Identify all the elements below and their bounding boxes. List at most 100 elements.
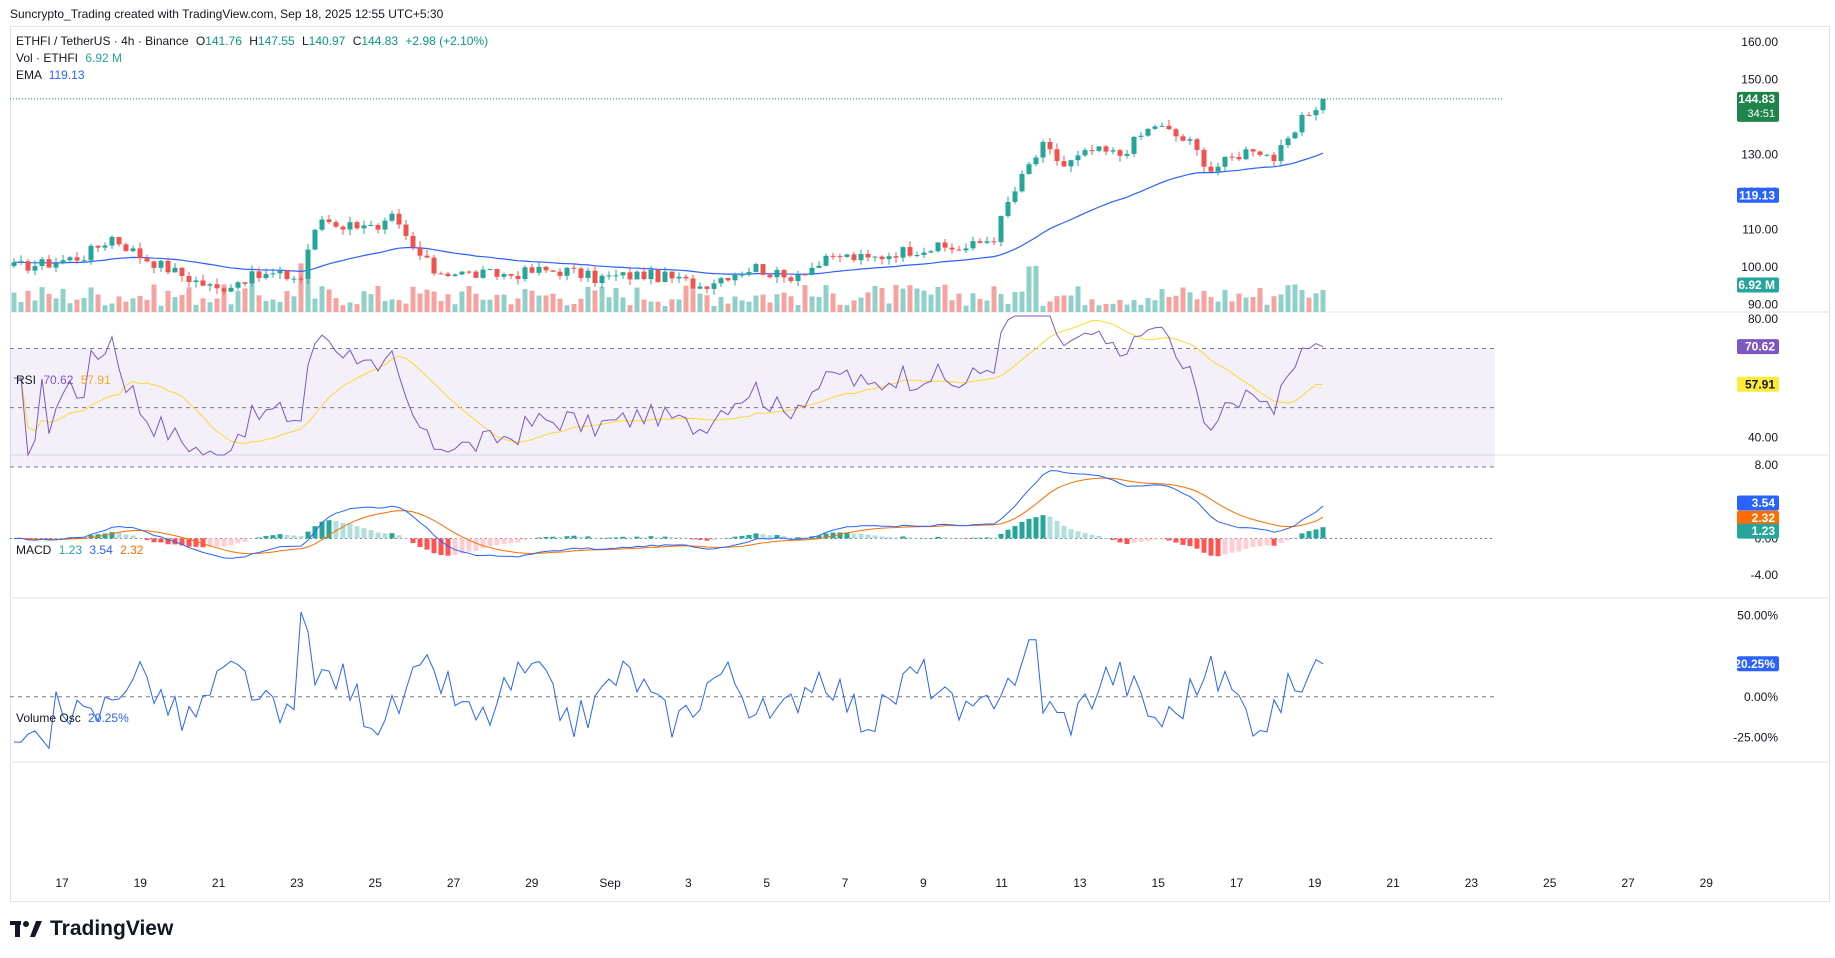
- volume-bar: [837, 304, 843, 312]
- volume-bar: [830, 293, 836, 312]
- close-label: C: [352, 34, 362, 48]
- candle-body: [326, 219, 332, 223]
- macd-histogram-bar: [200, 538, 206, 548]
- macd-histogram-bar: [690, 538, 696, 540]
- macd-histogram-bar: [781, 536, 787, 539]
- candle-body: [431, 257, 437, 274]
- volume-bar: [809, 296, 815, 312]
- candle-body: [130, 248, 136, 252]
- volume-bar: [158, 305, 164, 312]
- macd-histogram-bar: [991, 537, 997, 539]
- macd-histogram-bar: [1180, 538, 1186, 545]
- macd-badge: 3.54: [1752, 496, 1776, 510]
- volume-bar: [620, 297, 626, 312]
- volume-bar: [543, 295, 549, 312]
- volume-bar: [1026, 266, 1032, 312]
- candle-body: [396, 213, 402, 225]
- candle-body: [438, 273, 444, 275]
- candle-body: [1222, 156, 1228, 167]
- candle-body: [158, 260, 164, 268]
- volosc-legend-label[interactable]: Volume Osc: [16, 711, 81, 725]
- candle-body: [165, 260, 171, 273]
- candle-body: [1187, 139, 1193, 141]
- candle-body: [277, 270, 283, 274]
- macd-histogram-bar: [389, 533, 395, 539]
- time-axis-tick: 29: [525, 876, 539, 890]
- macd-histogram-bar: [179, 538, 185, 546]
- symbol-title[interactable]: ETHFI / TetherUS · 4h · Binance: [16, 34, 189, 48]
- candle-body: [473, 271, 479, 278]
- candle-body: [781, 270, 787, 278]
- macd-histogram-bar: [1068, 529, 1074, 539]
- volume-bar: [1012, 292, 1018, 312]
- macd-histogram-bar: [879, 536, 885, 539]
- rsi-legend: RSI 70.62 57.91: [16, 372, 111, 389]
- macd-histogram-bar: [662, 536, 668, 539]
- macd-histogram-bar: [116, 532, 122, 539]
- volume-bar: [410, 286, 416, 312]
- macd-histogram-bar: [501, 538, 507, 545]
- volume-bar: [354, 304, 360, 312]
- volume-bar: [347, 302, 353, 312]
- candle-body: [1068, 160, 1074, 167]
- macd-histogram-bar: [585, 536, 591, 539]
- macd-histogram-bar: [732, 536, 738, 539]
- candle-body: [18, 261, 24, 263]
- candle-body: [1180, 136, 1186, 141]
- candle-body: [1082, 150, 1088, 156]
- macd-histogram-bar: [459, 538, 465, 554]
- tradingview-logo[interactable]: TradingView: [10, 917, 173, 941]
- volume-bar: [690, 289, 696, 312]
- candle-body: [760, 264, 766, 275]
- candle-body: [949, 247, 955, 250]
- macd-histogram-bar: [88, 535, 94, 539]
- candle-body: [858, 253, 864, 261]
- macd-histogram-bar: [893, 537, 899, 539]
- macd-histogram-bar: [1187, 538, 1193, 547]
- macd-histogram-bar: [1250, 538, 1256, 548]
- volume-bar: [151, 284, 157, 312]
- time-axis-tick: 15: [1152, 876, 1166, 890]
- rsi-ma-legend-value: 57.91: [80, 373, 111, 387]
- candle-body: [487, 269, 493, 271]
- hist-badge-bg: [1737, 523, 1779, 539]
- volume-bar: [977, 298, 983, 312]
- price-axis-tick: 90.00: [1748, 298, 1778, 312]
- macd-histogram-bar: [620, 536, 626, 539]
- volume-bar: [123, 301, 129, 312]
- volume-legend-label[interactable]: Vol · ETHFI: [16, 51, 79, 65]
- candle-body: [837, 256, 843, 258]
- ema-legend-label[interactable]: EMA: [16, 68, 42, 82]
- volume-bar: [438, 301, 444, 312]
- macd-histogram-bar: [669, 537, 675, 539]
- candle-body: [242, 282, 248, 284]
- volume-bar: [403, 303, 409, 312]
- macd-histogram-bar: [130, 535, 136, 539]
- rsi-ma-badge-bg: [1737, 376, 1779, 392]
- candle-body: [1243, 149, 1249, 160]
- volume-bar: [1082, 305, 1088, 312]
- macd-histogram-bar: [942, 537, 948, 539]
- macd-legend-label[interactable]: MACD: [16, 543, 52, 557]
- candle-body: [599, 275, 605, 283]
- candle-body: [879, 256, 885, 260]
- rsi-badge: 70.62: [1745, 340, 1775, 354]
- macd-histogram-bar: [648, 536, 654, 539]
- macd-histogram-bar: [753, 533, 759, 539]
- macd-histogram-bar: [711, 538, 717, 540]
- macd-histogram-bar: [445, 538, 451, 556]
- time-axis-tick: 23: [1465, 876, 1479, 890]
- volume-bar: [613, 288, 619, 312]
- volume-bar: [1173, 295, 1179, 312]
- macd-histogram-bar: [550, 536, 556, 539]
- candle-body: [319, 219, 325, 230]
- volume-bar: [60, 288, 66, 312]
- volume-bar: [228, 304, 234, 312]
- rsi-legend-label[interactable]: RSI: [16, 373, 37, 387]
- volume-bar: [865, 292, 871, 312]
- candle-body: [1152, 126, 1158, 129]
- macd-histogram-bar: [970, 537, 976, 539]
- macd-histogram-bar: [515, 538, 521, 543]
- macd-histogram-bar: [977, 537, 983, 539]
